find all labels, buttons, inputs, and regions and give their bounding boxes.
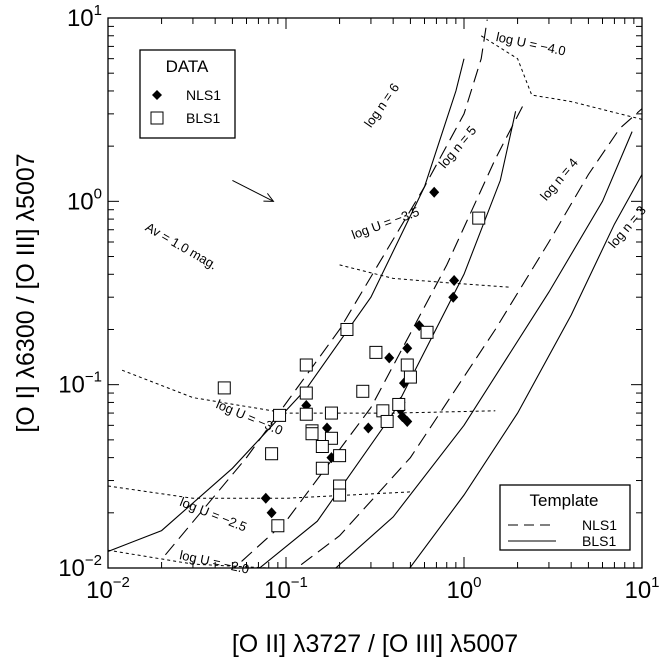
legend-marker-bls1 — [150, 111, 164, 125]
x-tick-label: 101 — [624, 574, 659, 604]
x-axis-title: [O II] λ3727 / [O III] λ5007 — [232, 630, 518, 658]
point-bls1 — [265, 447, 279, 461]
point-bls1 — [299, 386, 313, 400]
point-bls1 — [315, 439, 329, 453]
point-bls1 — [305, 427, 319, 441]
point-bls1 — [217, 381, 231, 395]
curve-log-n-4-bls1 — [334, 131, 633, 568]
point-bls1 — [392, 397, 406, 411]
annotation-log-u-2-5: log U = −2.5 — [178, 494, 249, 534]
point-bls1 — [356, 384, 370, 398]
axes: 10−2 10−1 100 101 10−2 10−1 100 101 [O II] λ3727… — [12, 2, 660, 658]
curve-log-n-5-nls1 — [233, 101, 526, 568]
point-bls1 — [333, 488, 347, 502]
point-bls1 — [340, 322, 354, 336]
point-bls1 — [403, 370, 417, 384]
x-tick-label: 100 — [446, 574, 481, 604]
curve-log-n-3-bls1 — [409, 174, 642, 568]
data-points — [217, 186, 486, 533]
annotation-log-n-6: log n = 6 — [361, 80, 402, 130]
legend-label-template-bls1: BLS1 — [582, 533, 616, 549]
point-bls1 — [315, 461, 329, 475]
legend-template-title: Template — [530, 491, 599, 510]
annotation-log-u-2-0: log U = −2.0 — [178, 547, 250, 576]
legend-label-template-nls1: NLS1 — [582, 517, 617, 533]
curve-log-u-4-0 — [480, 35, 642, 120]
annotation-log-u-4-0: log U = −4.0 — [495, 29, 567, 58]
y-tick-label: 101 — [67, 2, 102, 32]
point-nls1 — [449, 274, 460, 286]
point-bls1 — [380, 414, 394, 428]
point-bls1 — [324, 406, 338, 420]
point-bls1 — [299, 358, 313, 372]
legend-template: Template NLS1 BLS1 — [499, 484, 631, 551]
point-nls1 — [363, 422, 374, 434]
legend-label-nls1: NLS1 — [186, 87, 221, 103]
y-tick-label: 10−1 — [58, 369, 102, 399]
point-nls1 — [448, 291, 459, 303]
legend-label-bls1: BLS1 — [186, 110, 220, 126]
point-nls1 — [402, 342, 413, 354]
extinction-arrow — [232, 179, 274, 202]
point-bls1 — [333, 449, 347, 463]
point-nls1 — [260, 492, 271, 504]
curve-log-n-5-bls1 — [258, 111, 517, 568]
point-bls1 — [271, 519, 285, 533]
extinction-arrowhead — [263, 193, 275, 202]
plot-frame — [107, 17, 643, 569]
legend-marker-nls1 — [152, 90, 162, 100]
point-bls1 — [472, 211, 486, 225]
point-bls1 — [273, 408, 287, 422]
annotation-log-u-3-5: log U = −3.5 — [350, 204, 422, 242]
point-nls1 — [266, 507, 277, 519]
point-nls1 — [384, 352, 395, 364]
curve-log-n-6-bls1 — [108, 58, 465, 553]
annotation-av-1-0-mag: Av = 1.0 mag. — [143, 219, 220, 272]
x-tick-label: 10−2 — [86, 574, 130, 604]
point-nls1 — [402, 415, 413, 427]
point-bls1 — [400, 358, 414, 372]
point-bls1 — [420, 325, 434, 339]
annotation-log-n-5: log n = 5 — [436, 123, 480, 171]
point-bls1 — [369, 345, 383, 359]
point-nls1 — [322, 422, 333, 434]
point-bls1 — [299, 407, 313, 421]
curve-log-u-2-5 — [108, 485, 411, 499]
y-tick-label: 10−2 — [58, 552, 102, 582]
y-tick-label: 100 — [67, 185, 102, 215]
x-tick-label: 10−1 — [264, 574, 308, 604]
legend-data-title: DATA — [166, 57, 209, 76]
y-axis-title: [O I] λ6300 / [O III] λ5007 — [12, 153, 40, 432]
legend-data: DATA NLS1 BLS1 — [139, 49, 236, 139]
annotation-log-n-4: log n = 4 — [537, 155, 581, 203]
point-nls1 — [429, 186, 440, 198]
curve-log-n-4-nls1 — [295, 108, 642, 568]
curve-log-u-3-5 — [339, 264, 510, 288]
